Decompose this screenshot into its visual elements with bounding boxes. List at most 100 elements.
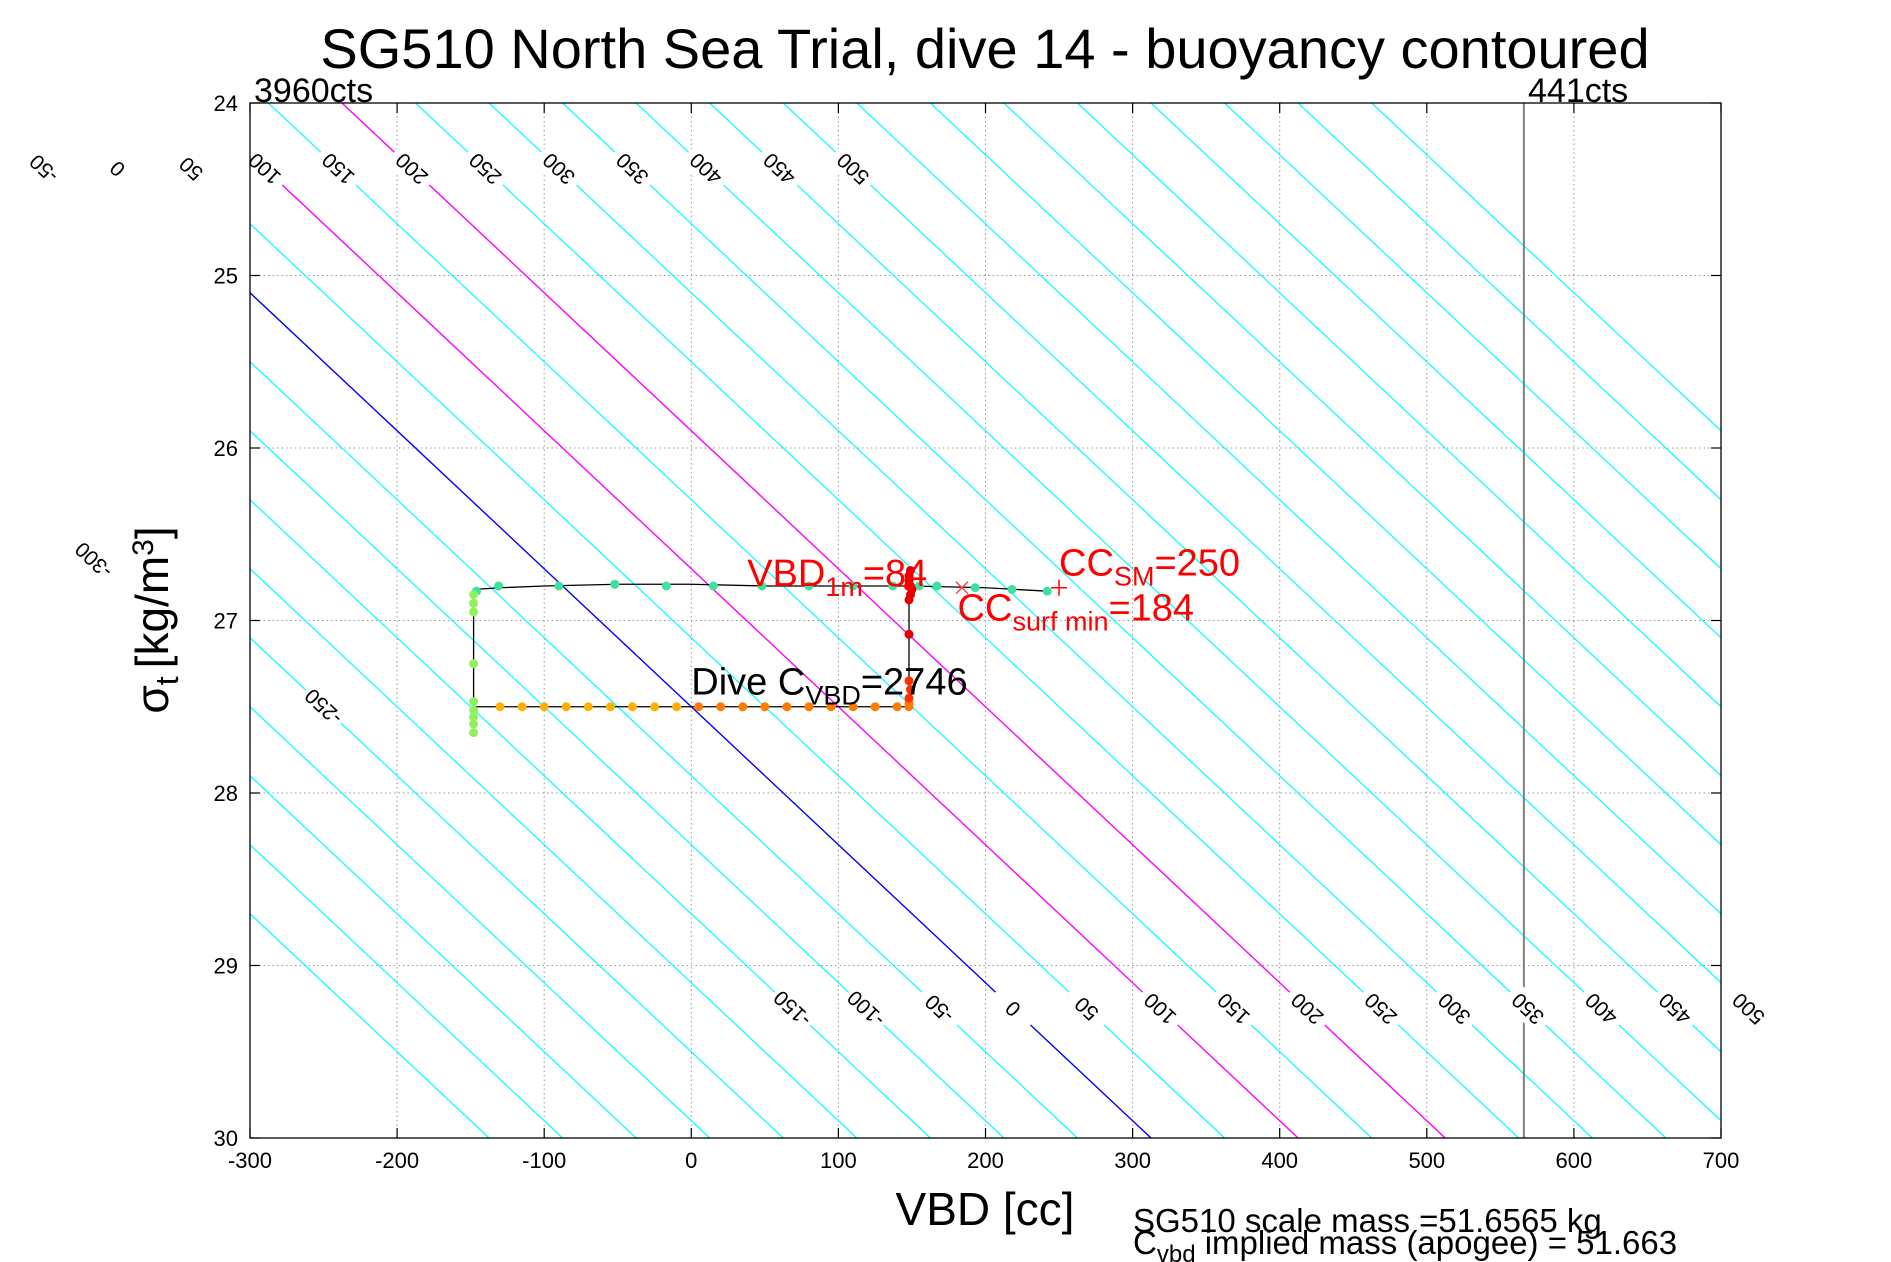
data-point — [1042, 586, 1052, 596]
data-point — [517, 702, 527, 712]
data-point — [848, 702, 858, 712]
y-tick-label: 28 — [214, 781, 238, 806]
contour-line — [250, 222, 1225, 1138]
data-point — [469, 607, 479, 617]
contour-line — [635, 103, 1721, 1122]
scale-mass-note: SG510 scale mass =51.6565 kg — [1133, 1202, 1602, 1239]
data-point — [914, 581, 924, 591]
contour-line — [1297, 103, 1721, 501]
y-axis-title-superscript: 3 — [127, 539, 160, 556]
contour-label-top-backing — [385, 142, 439, 195]
y-tick-label: 26 — [214, 436, 238, 461]
data-point — [804, 702, 814, 712]
x-axis-ticks: -300 -200 -100 0 100 200 300 400 500 600 700 — [228, 103, 1739, 1173]
data-point — [716, 702, 726, 712]
contour-label-bottom-backing — [1575, 982, 1628, 1035]
contour-label-left-backing — [297, 680, 350, 733]
x-tick-label: -200 — [375, 1148, 419, 1173]
data-point — [554, 581, 564, 591]
contour-label-top-backing — [458, 142, 512, 195]
circle-marker — [904, 581, 915, 591]
corner-label-left: 3960cts — [254, 72, 373, 110]
data-point — [892, 702, 902, 712]
x-tick-label: 0 — [685, 1148, 697, 1173]
annotation-main: CC — [958, 588, 1013, 630]
y-axis-title-subscript: t — [149, 676, 185, 685]
contour-line — [709, 103, 1721, 1053]
annotation-main: Dive C — [691, 662, 805, 704]
data-point — [672, 702, 682, 712]
contour-label-bottom-backing — [1722, 982, 1775, 1035]
contour-label-bottom-backing — [986, 982, 1040, 1035]
contour-label-bottom-backing — [1207, 982, 1261, 1035]
data-point — [782, 702, 792, 712]
x-tick-label: 400 — [1261, 1148, 1298, 1173]
data-point — [610, 579, 620, 589]
contour-line — [1371, 103, 1721, 432]
contour-line — [250, 567, 858, 1138]
data-point — [904, 693, 914, 703]
data-point — [469, 590, 479, 600]
data-point — [760, 702, 770, 712]
data-point — [905, 685, 915, 694]
data-point — [469, 705, 479, 715]
contour-line — [250, 774, 637, 1138]
data-point — [627, 702, 637, 712]
contour-label-bottom-backing — [1060, 982, 1114, 1035]
data-point — [605, 702, 615, 712]
contour-line — [267, 103, 1373, 1138]
contour-line — [1224, 103, 1721, 570]
contour-label-bottom-backing — [1280, 982, 1334, 1035]
data-point — [870, 702, 880, 712]
data-point — [904, 629, 914, 639]
contour-label-top-backing — [826, 142, 880, 195]
contour-line — [1077, 103, 1721, 708]
grid — [250, 103, 1721, 1138]
contour-line — [1150, 103, 1721, 639]
dive-trace — [472, 568, 1048, 708]
x-tick-label: -300 — [228, 1148, 272, 1173]
contour-line — [1003, 103, 1721, 777]
y-axis-title-close: ] — [126, 526, 178, 539]
data-point — [888, 581, 898, 591]
data-point — [469, 719, 479, 729]
y-axis-title-units: [kg/m — [126, 556, 178, 668]
contour-line — [250, 291, 1152, 1138]
implied-mass-note-symbol: C — [1133, 1224, 1157, 1261]
annotation-subscript: 1m — [825, 572, 863, 602]
annotation-value: =2746 — [861, 662, 968, 704]
x-tick-label: 100 — [820, 1148, 857, 1173]
contour-line — [250, 912, 490, 1138]
contour-label-bottom-backing — [1648, 982, 1702, 1035]
y-tick-label: 25 — [214, 264, 238, 289]
contour-label-bottom-backing — [1354, 982, 1408, 1035]
contour-labels: -200-150-100-500501001502002503003504004… — [17, 142, 1775, 1035]
contour-line — [929, 103, 1721, 846]
implied-mass-note-text: implied mass (apogee) = 51.663 — [1196, 1224, 1678, 1261]
data-point — [494, 581, 504, 591]
contour-label-top-backing — [532, 142, 586, 195]
contour-label-top-backing — [311, 142, 365, 195]
x-tick-label: 500 — [1408, 1148, 1445, 1173]
x-axis-title: VBD [cc] — [896, 1183, 1075, 1235]
annotation-2: CCsurf min=184 — [958, 588, 1195, 637]
contour-label-top-backing — [606, 142, 659, 195]
data-point — [738, 702, 748, 712]
x-tick-label: 600 — [1556, 1148, 1593, 1173]
contour-label-left-backing — [67, 534, 121, 587]
data-point — [539, 702, 549, 712]
annotation-subscript: surf min — [1012, 607, 1108, 637]
data-point — [469, 598, 479, 608]
contour-line — [250, 705, 711, 1138]
annotation-value: =250 — [1154, 543, 1240, 585]
contour-label-top-backing — [238, 142, 292, 195]
contour-line — [782, 103, 1721, 984]
annotation-main: CC — [1059, 543, 1114, 585]
y-axis-title: σt [kg/m3] — [126, 526, 185, 713]
contour-label-bottom-backing — [839, 982, 893, 1035]
data-point — [469, 659, 479, 669]
annotation-1: CCSM=250 — [1059, 543, 1240, 592]
annotation-value: =184 — [1108, 588, 1194, 630]
contour-label-top-backing — [164, 142, 218, 195]
data-point — [495, 702, 505, 712]
